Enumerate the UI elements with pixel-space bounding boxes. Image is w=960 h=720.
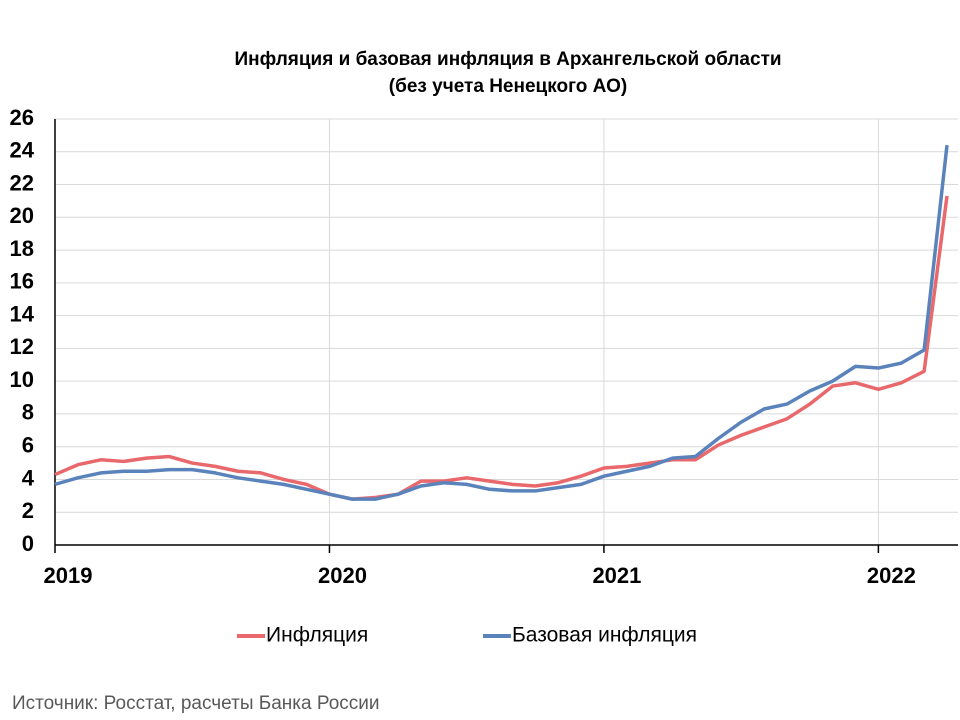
x-tick-label: 2020 — [318, 563, 367, 588]
y-tick-label: 12 — [10, 334, 34, 359]
legend-label: Инфляция — [266, 624, 368, 647]
y-tick-label: 0 — [22, 531, 34, 556]
y-tick-label: 26 — [10, 105, 34, 130]
x-tick-label: 2019 — [44, 563, 93, 588]
y-tick-label: 20 — [10, 203, 34, 228]
y-tick-label: 18 — [10, 236, 34, 261]
y-tick-label: 6 — [22, 433, 34, 458]
legend-label: Базовая инфляция — [512, 624, 697, 647]
line-series — [54, 195, 949, 501]
x-tick-label: 2021 — [592, 563, 641, 588]
line-series — [54, 145, 949, 501]
y-tick-label: 14 — [10, 301, 35, 326]
source: Источник: Росстат, расчеты Банка России — [12, 693, 380, 714]
y-tick-label: 16 — [10, 269, 34, 294]
y-tick-label: 10 — [10, 367, 34, 392]
y-tick-label: 4 — [22, 465, 35, 490]
y-tick-label: 24 — [10, 138, 35, 163]
y-tick-label: 2 — [22, 498, 34, 523]
chart-title: Инфляция и базовая инфляция в Архангельс… — [234, 49, 781, 97]
x-tick-label: 2022 — [867, 563, 916, 588]
y-tick-label: 22 — [10, 170, 34, 195]
y-tick-label: 8 — [22, 400, 34, 425]
